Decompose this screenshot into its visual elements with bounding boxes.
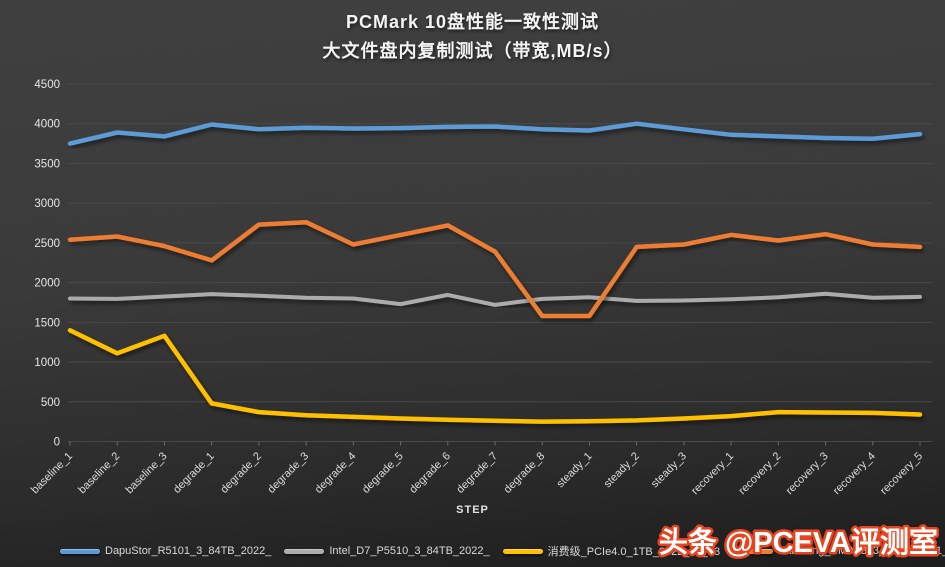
x-axis-tick-label: recovery_3 [784, 450, 831, 497]
legend-label: Samsung_PM9A3_3_84TB_2021_0 [778, 545, 945, 557]
x-axis-tick-label: degrade_2 [218, 450, 264, 496]
x-axis-tick-label: recovery_1 [689, 450, 736, 497]
legend-swatch-icon [284, 548, 325, 554]
legend-item-3: Samsung_PM9A3_3_84TB_2021_0 [733, 545, 945, 557]
x-axis-tick-label: degrade_1 [171, 450, 217, 496]
y-axis-tick-label: 1000 [34, 357, 60, 369]
y-axis-tick-label: 0 [54, 437, 60, 449]
y-axis-tick-label: 3000 [34, 198, 60, 210]
chart-title-line1: PCMark 10盘性能一致性测试 [345, 12, 600, 32]
x-axis-title: STEP [456, 504, 489, 516]
x-axis-tick-label: degrade_4 [313, 450, 359, 496]
chart-title-line2: 大文件盘内复制测试（带宽,MB/s） [322, 41, 623, 61]
x-axis-tick-label: degrade_7 [454, 450, 500, 496]
series-line-2 [67, 328, 923, 424]
y-axis-tick-label: 1500 [34, 317, 60, 329]
legend-swatch-icon [502, 548, 543, 554]
x-axis-tick-label: steady_3 [649, 450, 689, 490]
x-axis-tick-label: baseline_3 [123, 450, 169, 496]
legend-label: Intel_D7_P5510_3_84TB_2022_ [329, 545, 490, 557]
x-axis-tick-label: baseline_2 [76, 450, 122, 496]
legend-label: 消费级_PCIe4.0_1TB_2022_03_13 [547, 546, 721, 558]
y-axis-tick-label: 2500 [34, 238, 60, 250]
x-axis-tick-label: degrade_3 [266, 450, 312, 496]
x-axis-tick-label: degrade_6 [407, 450, 453, 496]
legend-item-1: Intel_D7_P5510_3_84TB_2022_ [284, 545, 490, 557]
y-axis-tick-label: 3500 [34, 158, 60, 170]
x-axis-tick-label: baseline_1 [29, 450, 75, 496]
series-line-0 [67, 121, 923, 146]
y-axis-tick-label: 2000 [34, 278, 60, 290]
y-axis-tick-label: 4500 [34, 79, 60, 91]
chart-legend: DapuStor_R5101_3_84TB_2022_ Intel_D7_P551… [60, 543, 945, 559]
y-axis-tick-label: 4000 [34, 119, 60, 131]
x-axis-tick-label: steady_2 [602, 450, 642, 490]
x-axis-tick-label: recovery_5 [878, 450, 925, 497]
legend-item-2: 消费级_PCIe4.0_1TB_2022_03_13 [502, 543, 721, 559]
chart-title: PCMark 10盘性能一致性测试 大文件盘内复制测试（带宽,MB/s） [0, 8, 945, 66]
x-axis-tick-label: degrade_5 [360, 450, 406, 496]
legend-item-0: DapuStor_R5101_3_84TB_2022_ [60, 545, 271, 557]
legend-swatch-icon [733, 548, 774, 554]
legend-label: DapuStor_R5101_3_84TB_2022_ [105, 545, 272, 557]
series-line-1 [68, 291, 922, 307]
y-axis-tick-label: 500 [41, 397, 60, 409]
legend-swatch-icon [60, 548, 100, 554]
x-axis-tick-label: recovery_4 [831, 450, 878, 497]
x-axis-tick-label: degrade_8 [502, 450, 548, 496]
x-axis-tick-label: steady_1 [555, 450, 595, 490]
series-line-3 [67, 219, 923, 319]
x-axis-tick-label: recovery_2 [736, 450, 783, 497]
